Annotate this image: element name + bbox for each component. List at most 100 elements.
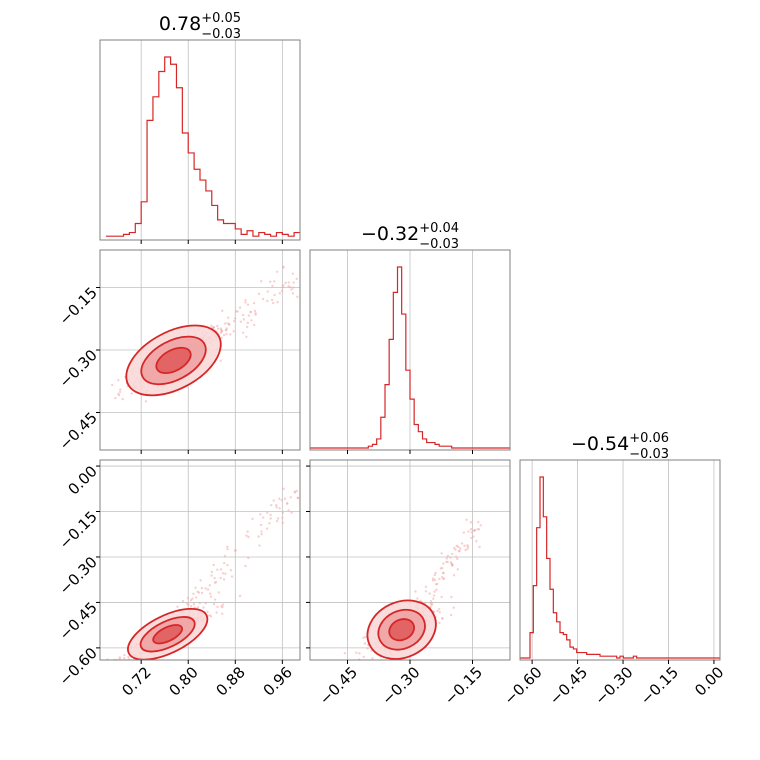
histogram-bin (288, 236, 294, 240)
histogram-bin (590, 654, 593, 660)
scatter-point (101, 661, 103, 663)
scatter-point (249, 310, 253, 314)
scatter-point (376, 663, 378, 665)
scatter-point (275, 506, 278, 509)
scatter-point (419, 599, 422, 603)
scatter-point (95, 399, 97, 401)
hist-3-x-tick-label: −0.45 (546, 663, 591, 708)
scatter-point (194, 596, 198, 599)
scatter-point (252, 301, 256, 305)
scatter-point (221, 309, 224, 313)
histogram-bin (218, 220, 224, 240)
histogram-bin (200, 180, 206, 240)
scatter-point (127, 655, 130, 659)
scatter-panel-1-3-x-tick-label: 0.80 (165, 663, 201, 699)
histogram-bin (406, 370, 410, 450)
hist-3-x-tick-label: −0.30 (591, 663, 636, 708)
scatter-point (246, 321, 249, 325)
scatter-panel-1-3-y-tick-label: −0.45 (56, 599, 101, 644)
histogram-bin (129, 233, 135, 240)
scatter-point (435, 588, 438, 591)
scatter-point (440, 575, 444, 579)
histogram-bin (553, 613, 556, 660)
scatter-point (119, 388, 122, 391)
scatter-point (225, 328, 228, 331)
scatter-point (440, 552, 443, 555)
scatter-point (433, 573, 437, 577)
scatter-point (269, 513, 272, 517)
scatter-point (428, 592, 431, 595)
histogram-grid (531, 460, 715, 660)
histogram-bin (603, 656, 606, 660)
scatter-point (270, 503, 273, 507)
histogram-bin (560, 633, 563, 660)
scatter-point (204, 587, 207, 590)
scatter-point (224, 572, 227, 575)
scatter-point (441, 617, 444, 621)
histogram-bin (253, 236, 259, 240)
scatter-point (450, 595, 453, 599)
scatter-panel-1-3-y-tick-label: −0.15 (56, 508, 101, 553)
scatter-point (226, 547, 229, 551)
title-upper-error: +0.04 (419, 221, 459, 236)
scatter-point (440, 595, 443, 599)
histogram-title-lower-1: −0.03 (201, 27, 241, 42)
scatter-point (432, 594, 436, 597)
scatter-point (290, 288, 293, 291)
histogram-bin (385, 385, 389, 450)
histogram-bin (153, 97, 159, 240)
scatter-point (436, 609, 439, 613)
scatter-point (414, 590, 417, 593)
scatter-point (226, 563, 229, 567)
scatter-point (284, 281, 287, 285)
scatter-point (266, 299, 269, 303)
scatter-point (432, 597, 435, 600)
scatter-point (473, 528, 477, 532)
hist-3-x-tick-label: 0.00 (691, 663, 727, 699)
histogram-bin (570, 647, 573, 660)
histogram-bin (563, 634, 566, 660)
scatter-point (208, 592, 212, 595)
scatter-point (219, 576, 222, 580)
scatter-point (247, 556, 250, 560)
scatter-point (223, 554, 227, 558)
scatter-point (478, 545, 481, 549)
scatter-point (280, 289, 284, 293)
scatter-point (282, 284, 285, 287)
scatter-point (441, 571, 445, 575)
scatter-point (281, 516, 284, 520)
scatter-point (458, 549, 461, 552)
scatter-point (245, 335, 248, 339)
scatter-point (446, 554, 450, 558)
scatter-point (210, 570, 214, 574)
scatter-point (275, 270, 279, 273)
scatter-point (275, 504, 278, 507)
scatter-point (192, 603, 196, 606)
scatter-point (219, 359, 222, 362)
scatter-point (181, 600, 185, 603)
scatter-point (241, 331, 245, 334)
histogram-bin (533, 586, 536, 660)
histogram-bin (265, 234, 271, 240)
histogram-title-lower-3: −0.03 (629, 447, 669, 462)
histogram-bin (271, 236, 277, 240)
scatter-point (213, 581, 217, 584)
histogram-bin (423, 439, 427, 450)
histogram-bin (443, 446, 447, 450)
histogram-bin (600, 656, 603, 660)
histogram-bin (613, 656, 616, 660)
scatter-point (238, 306, 242, 309)
histogram-bin (577, 653, 580, 660)
scatter-point (226, 545, 229, 549)
scatter-point (223, 322, 227, 325)
scatter-point (79, 400, 81, 402)
scatter-point (269, 517, 272, 520)
scatter-point (210, 324, 213, 328)
scatter-point (278, 497, 281, 500)
scatter-point (114, 396, 117, 400)
title-upper-error: +0.06 (629, 431, 669, 446)
scatter-point (238, 594, 242, 598)
scatter-panel-1-3-x-tick-label: 0.88 (213, 663, 249, 699)
scatter-point (196, 606, 200, 609)
panel-content (101, 487, 300, 663)
